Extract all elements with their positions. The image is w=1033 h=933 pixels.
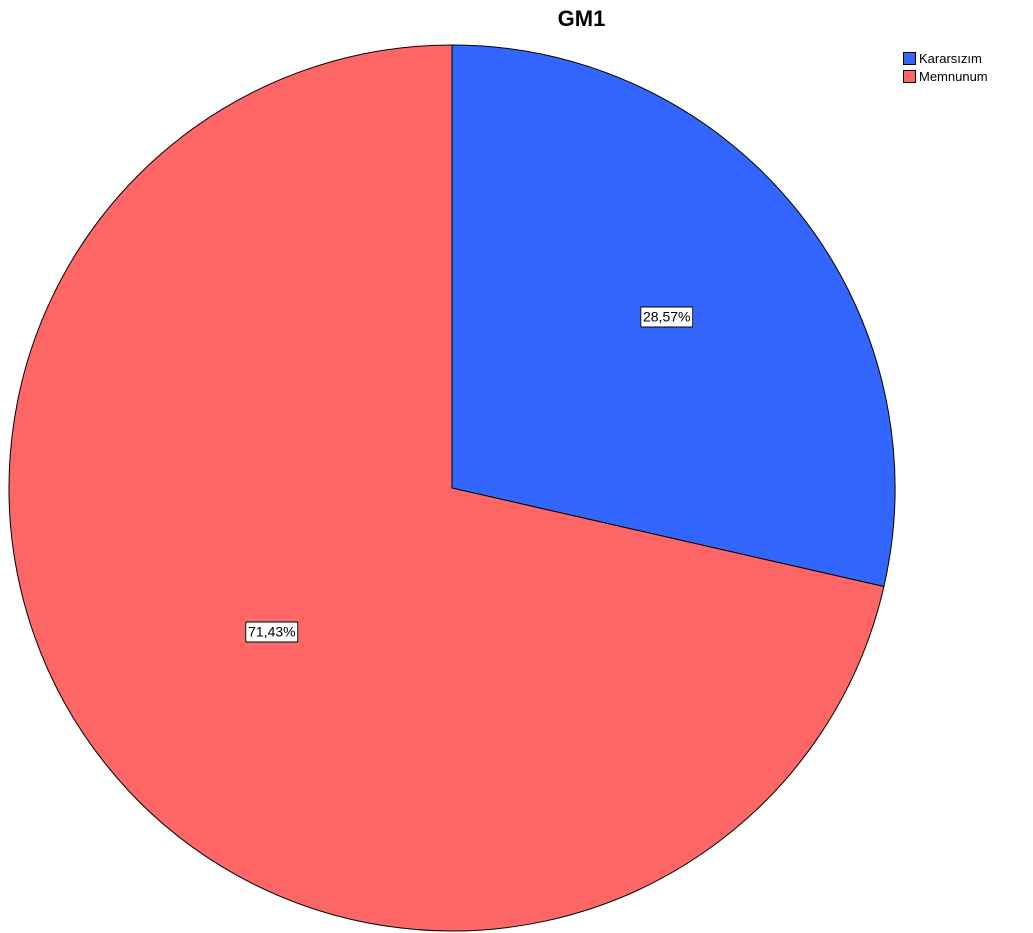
legend: Kararsızım Memnunum — [903, 49, 988, 85]
legend-item-kararsizim: Kararsızım — [903, 49, 988, 67]
legend-label-memnunum: Memnunum — [919, 68, 988, 84]
legend-swatch-kararsizim — [903, 51, 916, 65]
slice-label-kararsizim: 28,57% — [639, 306, 694, 328]
slice-label-memnunum: 71,43% — [245, 621, 299, 643]
legend-swatch-memnunum — [903, 69, 916, 83]
chart-title: GM1 — [557, 6, 606, 31]
legend-item-memnunum: Memnunum — [903, 67, 988, 85]
legend-label-kararsizim: Kararsızım — [919, 50, 982, 66]
pie-slice-memnunum — [8, 44, 885, 932]
